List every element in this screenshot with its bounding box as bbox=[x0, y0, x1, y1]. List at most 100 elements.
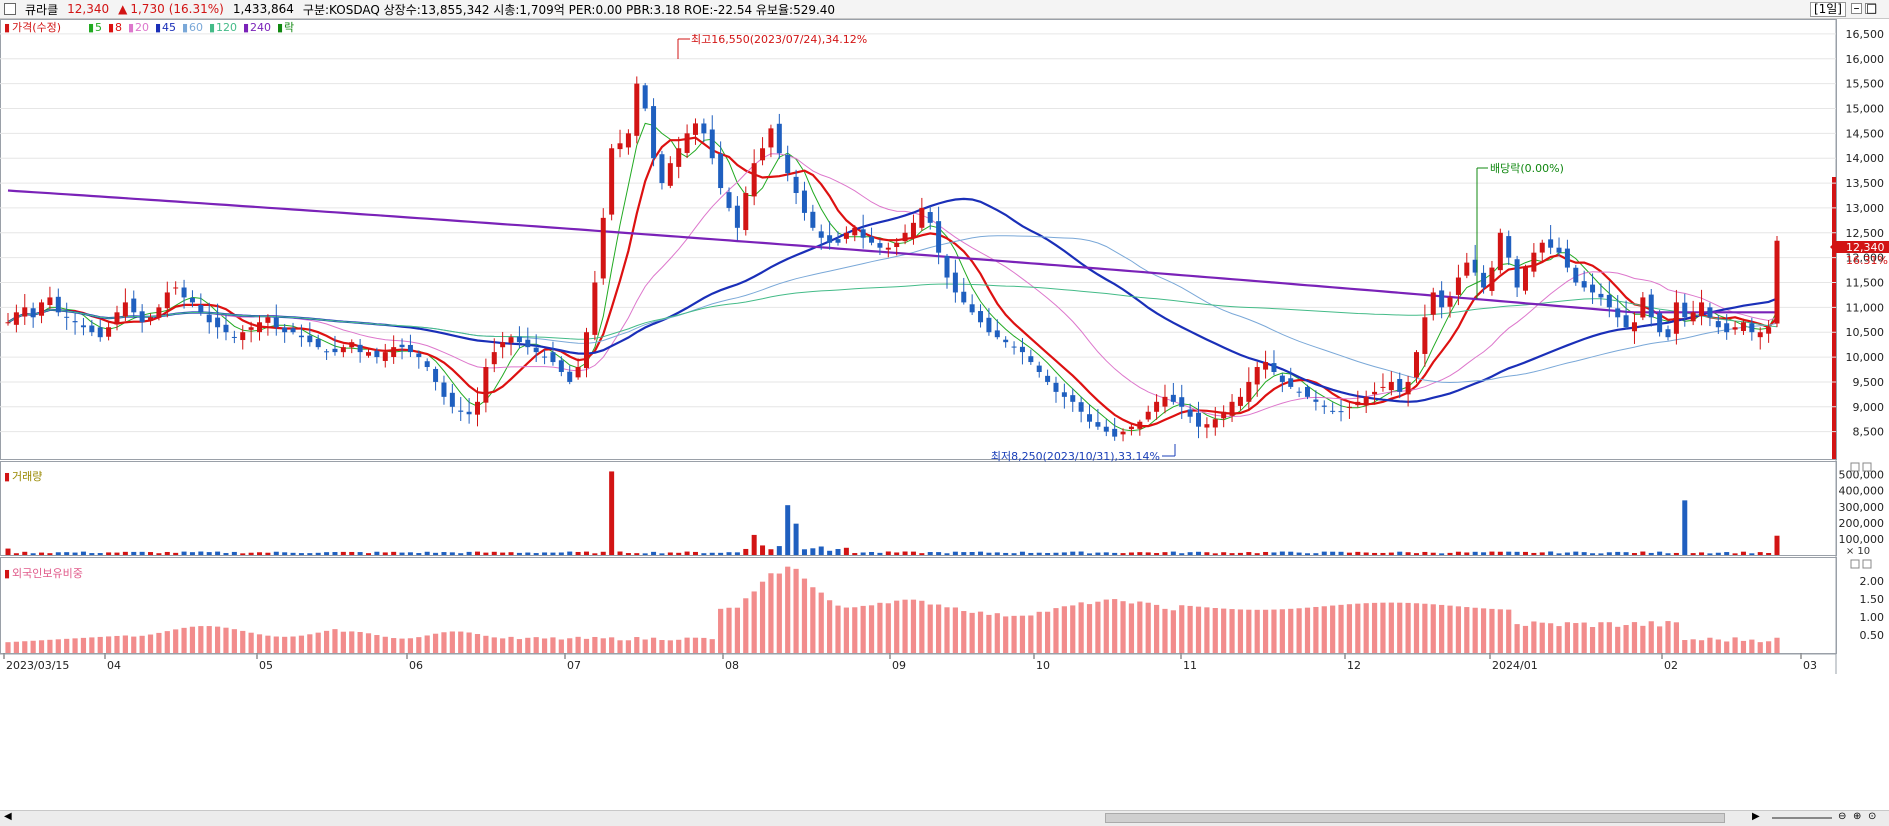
price-axis: 8,500 9,000 9,500 10,000 10,500 11,000 11,500 1… bbox=[1846, 28, 1885, 439]
volume-bar bbox=[1128, 552, 1134, 555]
price-tick-label: 15,000 bbox=[1846, 102, 1885, 115]
candle-body bbox=[97, 327, 103, 338]
candle-body bbox=[1581, 281, 1587, 288]
volume-bar bbox=[1590, 553, 1596, 555]
foreign-close-icon[interactable] bbox=[1862, 559, 1872, 569]
foreign-bar bbox=[701, 637, 707, 653]
zoom-out-icon[interactable]: ⊖ bbox=[1838, 811, 1847, 822]
scroll-right-icon[interactable]: ▶ bbox=[1752, 811, 1760, 822]
zoom-slider[interactable] bbox=[1772, 817, 1832, 819]
candle-body bbox=[1305, 386, 1311, 397]
foreign-bar bbox=[1070, 605, 1076, 653]
zoom-reset-icon[interactable]: ⊙ bbox=[1868, 811, 1877, 822]
price-tick-label: 16,500 bbox=[1846, 28, 1885, 41]
candle-body bbox=[1145, 411, 1151, 420]
date-tick-label: 05 bbox=[259, 659, 273, 672]
volume-bar bbox=[298, 553, 304, 555]
foreign-legend-marker: ▮ bbox=[4, 567, 10, 580]
volume-bar bbox=[986, 552, 992, 555]
volume-bar bbox=[1179, 553, 1185, 555]
minimize-icon[interactable]: – bbox=[1851, 2, 1862, 14]
volume-bar bbox=[139, 551, 145, 555]
foreign-bar bbox=[407, 638, 414, 653]
volume-bar bbox=[1070, 551, 1076, 555]
foreign-bar bbox=[516, 639, 523, 653]
volume-bar bbox=[466, 551, 472, 555]
maximize-icon[interactable]: □ bbox=[1865, 1, 1878, 15]
foreign-bar bbox=[1120, 601, 1126, 653]
candle-body bbox=[910, 222, 916, 238]
foreign-bar bbox=[625, 640, 632, 653]
volume-bar bbox=[676, 552, 682, 555]
volume-bar bbox=[458, 553, 464, 555]
period-selector[interactable]: [1일] bbox=[1809, 2, 1846, 17]
candle-body bbox=[332, 348, 338, 353]
volume-bar bbox=[852, 553, 858, 555]
candle-body bbox=[1556, 247, 1562, 253]
dividend-label: 배당락(0.00%) bbox=[1490, 162, 1564, 175]
foreign-bar bbox=[256, 634, 263, 653]
foreign-bar bbox=[1548, 623, 1554, 653]
foreign-bar bbox=[1757, 642, 1763, 653]
volume-bar bbox=[625, 553, 631, 555]
volume-close-icon[interactable] bbox=[1862, 462, 1872, 472]
candle-body bbox=[357, 344, 363, 353]
volume-bar bbox=[718, 552, 724, 555]
foreign-bar bbox=[122, 635, 128, 653]
foreign-bar bbox=[902, 599, 908, 653]
candle-body bbox=[80, 325, 86, 328]
stock-chart[interactable]: 8,500 9,000 9,500 10,000 10,500 11,000 11,500 1… bbox=[0, 19, 1889, 810]
candle-body bbox=[1539, 242, 1545, 253]
volume-bar bbox=[106, 552, 112, 555]
foreign-bar bbox=[30, 640, 36, 653]
zoom-in-icon[interactable]: ⊕ bbox=[1853, 811, 1862, 822]
foreign-bar bbox=[114, 635, 120, 653]
volume-unit: × 10 bbox=[1846, 546, 1870, 557]
volume-bar bbox=[751, 534, 757, 555]
foreign-tick-label: 1.50 bbox=[1860, 593, 1885, 606]
volume-bar bbox=[1338, 551, 1344, 555]
quote-header: 큐라클 12,340 ▲ 1,730 (16.31%) 1,433,864 구분… bbox=[0, 0, 1889, 19]
volume-minimize-icon[interactable] bbox=[1850, 462, 1860, 472]
scroll-left-icon[interactable]: ◀ bbox=[4, 811, 12, 822]
candle-body bbox=[533, 347, 539, 353]
volume-bar bbox=[533, 553, 539, 555]
candle-body bbox=[1489, 267, 1495, 291]
pct-tag-label: 16.31% bbox=[1846, 254, 1888, 267]
scroll-bar[interactable]: ◀ ▶ ⊖ ⊕ ⊙ bbox=[0, 810, 1889, 826]
select-checkbox[interactable] bbox=[4, 3, 16, 15]
foreign-bar bbox=[852, 607, 858, 653]
foreign-bar bbox=[424, 635, 430, 653]
candle-body bbox=[466, 411, 472, 415]
price-tick-label: 10,500 bbox=[1846, 326, 1885, 339]
candle-body bbox=[869, 236, 875, 243]
candle-body bbox=[692, 123, 698, 135]
foreign-bar bbox=[1480, 608, 1487, 653]
foreign-bar bbox=[1045, 611, 1051, 653]
volume-bar bbox=[902, 551, 908, 555]
foreign-minimize-icon[interactable] bbox=[1850, 559, 1860, 569]
foreign-bar bbox=[575, 636, 581, 653]
foreign-bar bbox=[181, 627, 187, 653]
volume-bar bbox=[231, 551, 237, 555]
candle-body bbox=[508, 337, 514, 343]
candle-body bbox=[1439, 290, 1445, 308]
candle-body bbox=[30, 308, 36, 318]
foreign-bar bbox=[1648, 621, 1654, 653]
candle-body bbox=[885, 247, 891, 250]
volume-bar bbox=[785, 505, 791, 555]
foreign-bar bbox=[1447, 605, 1453, 653]
scroll-thumb[interactable] bbox=[1105, 813, 1725, 823]
foreign-bar bbox=[307, 634, 313, 653]
volume-bar bbox=[399, 552, 405, 555]
price-legend-marker: ▮ bbox=[4, 21, 10, 34]
candle-body bbox=[1682, 302, 1688, 318]
volume-bar bbox=[1699, 552, 1705, 555]
volume-bar bbox=[1757, 552, 1763, 555]
volume-bar bbox=[768, 549, 774, 555]
volume-bar bbox=[1053, 552, 1059, 555]
volume-bar bbox=[1749, 553, 1755, 555]
candle-body bbox=[843, 232, 849, 239]
date-tick-label: 12 bbox=[1347, 659, 1361, 672]
foreign-bar bbox=[357, 631, 363, 653]
